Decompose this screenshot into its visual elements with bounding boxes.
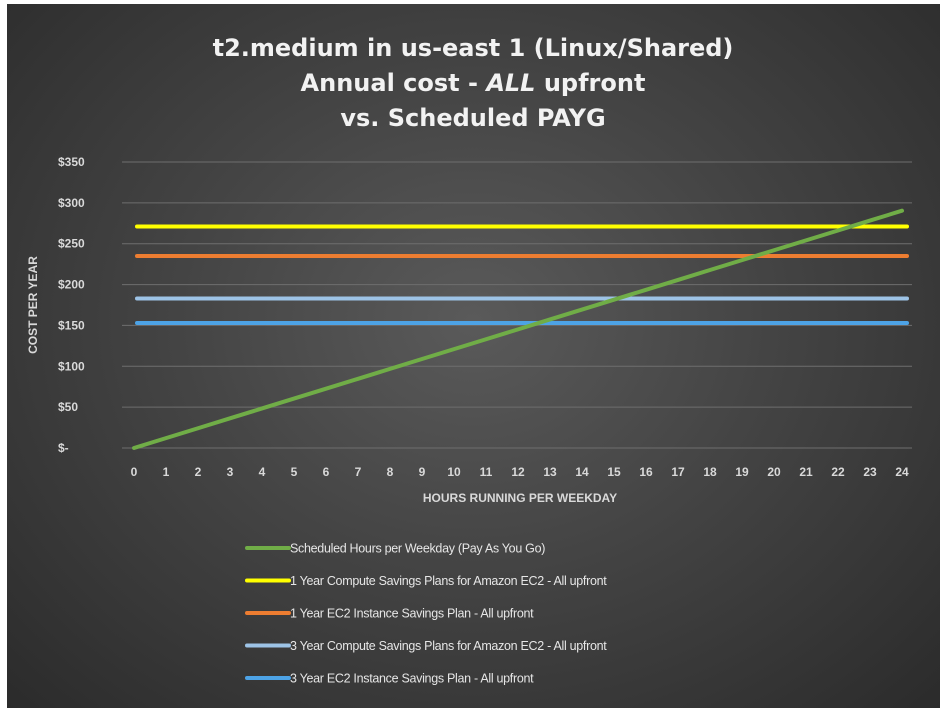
- series-line: [132, 208, 904, 450]
- x-tick-label: 8: [387, 465, 394, 479]
- y-axis-tick-labels: $- $50 $100 $150 $200 $250 $300 $350: [58, 155, 85, 455]
- x-tick-label: 18: [703, 465, 717, 479]
- x-tick-label: 0: [131, 465, 138, 479]
- legend-label: 3 Year Compute Savings Plans for Amazon …: [290, 639, 607, 653]
- x-tick-label: 6: [323, 465, 330, 479]
- legend-label: Scheduled Hours per Weekday (Pay As You …: [290, 542, 545, 556]
- y-axis-title: COST PER YEAR: [26, 256, 40, 354]
- x-tick-label: 16: [639, 465, 653, 479]
- y-tick-label: $50: [58, 400, 78, 414]
- y-tick-label: $250: [58, 237, 85, 251]
- y-tick-label: $300: [58, 196, 85, 210]
- x-tick-label: 19: [735, 465, 749, 479]
- chart-area: t2.medium in us-east 1 (Linux/Shared) An…: [7, 4, 940, 708]
- x-tick-label: 9: [419, 465, 426, 479]
- x-tick-label: 10: [447, 465, 461, 479]
- y-tick-label: $100: [58, 359, 85, 373]
- y-tick-label: $350: [58, 155, 85, 169]
- x-tick-label: 15: [607, 465, 621, 479]
- line-chart: t2.medium in us-east 1 (Linux/Shared) An…: [26, 34, 912, 686]
- x-tick-label: 11: [480, 465, 493, 479]
- gridlines: [122, 161, 912, 449]
- series-lines: [132, 208, 909, 450]
- x-tick-label: 20: [767, 465, 781, 479]
- chart-title-line-2: Annual cost - ALL upfront: [301, 69, 646, 97]
- x-tick-label: 13: [543, 465, 557, 479]
- y-tick-label: $150: [58, 318, 85, 332]
- x-tick-label: 22: [831, 465, 845, 479]
- legend-label: 3 Year EC2 Instance Savings Plan - All u…: [290, 672, 534, 686]
- x-tick-label: 7: [355, 465, 362, 479]
- x-tick-label: 12: [511, 465, 525, 479]
- y-tick-label: $-: [58, 441, 69, 455]
- legend-label: 1 Year Compute Savings Plans for Amazon …: [290, 574, 607, 588]
- x-tick-label: 21: [799, 465, 813, 479]
- x-tick-label: 3: [227, 465, 234, 479]
- legend-label: 1 Year EC2 Instance Savings Plan - All u…: [290, 607, 534, 621]
- x-tick-label: 4: [259, 465, 266, 479]
- x-tick-label: 14: [575, 465, 589, 479]
- x-tick-label: 24: [895, 465, 909, 479]
- y-tick-label: $200: [58, 278, 85, 292]
- legend: Scheduled Hours per Weekday (Pay As You …: [245, 542, 608, 686]
- x-axis-title: HOURS RUNNING PER WEEKDAY: [423, 491, 617, 505]
- x-tick-label: 17: [671, 465, 685, 479]
- x-tick-label: 1: [163, 465, 170, 479]
- chart-title-line-3: vs. Scheduled PAYG: [340, 104, 605, 132]
- x-tick-label: 23: [863, 465, 877, 479]
- chart-title-line-1: t2.medium in us-east 1 (Linux/Shared): [213, 34, 734, 62]
- x-tick-label: 2: [195, 465, 202, 479]
- x-axis-tick-labels: 0 1 2 3 4 5 6 7 8 9 10 11 12 13 14 15 16 17 18 19 20 21 22 23 24: [131, 465, 909, 479]
- x-tick-label: 5: [291, 465, 298, 479]
